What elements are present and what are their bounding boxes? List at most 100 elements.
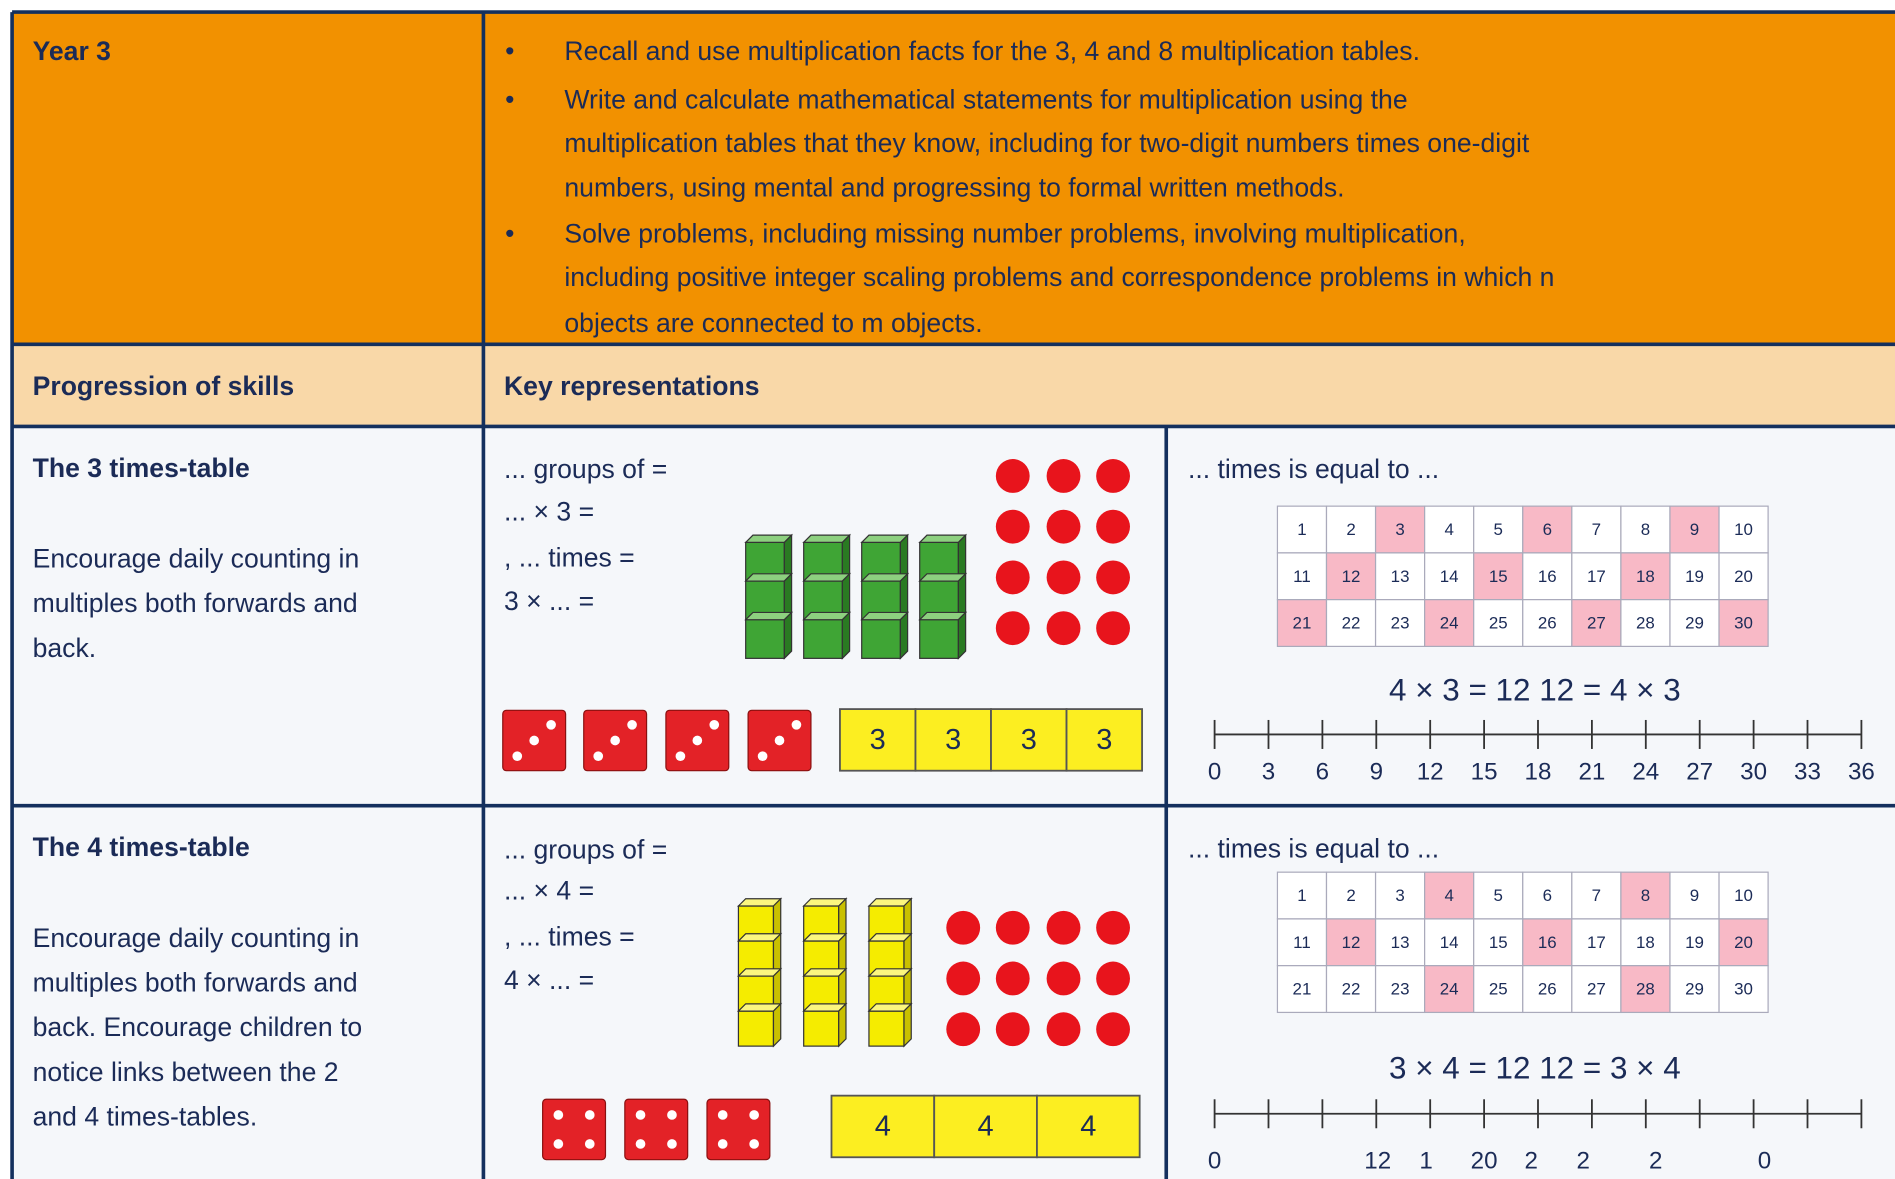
hundred-square-number: 8 <box>1641 520 1650 539</box>
die-pip <box>627 719 637 730</box>
hundred-square-cell <box>1620 599 1671 648</box>
hundred-square-cell <box>1325 599 1377 648</box>
die-pip <box>512 751 523 762</box>
number-line-label: 21 <box>1578 758 1605 785</box>
number-line-label: 30 <box>1740 758 1767 785</box>
hundred-square-number: 30 <box>1734 980 1753 999</box>
hundred-square-number: 14 <box>1440 567 1459 586</box>
cube-side <box>772 1002 782 1048</box>
hundred-square-number: 24 <box>1440 614 1459 633</box>
number-line-label: 1 <box>1419 1147 1432 1174</box>
bar-model-label: 3 <box>945 724 961 756</box>
hundred-square-number: 16 <box>1538 933 1557 952</box>
die-pip <box>717 1110 728 1120</box>
objective-line: Recall and use multiplication facts for … <box>564 36 1420 66</box>
hundred-square-number: 3 <box>1395 520 1404 539</box>
bar-model-label: 4 <box>1080 1110 1096 1142</box>
hundred-square-cell <box>1325 918 1377 967</box>
cube-face <box>745 619 785 659</box>
bar-model-cell <box>914 708 992 772</box>
number-line-label: 6 <box>1316 758 1329 785</box>
hundred-square-cell <box>1620 918 1671 967</box>
die-pip <box>610 735 620 746</box>
hundred-square-cell <box>1571 599 1622 648</box>
hundred-square-number: 26 <box>1538 614 1557 633</box>
number-line-label: 12 <box>1417 758 1444 785</box>
hundred-square-number: 19 <box>1685 933 1704 952</box>
counter <box>995 611 1030 646</box>
hundred-square-number: 5 <box>1494 886 1503 905</box>
hundred-square-number: 29 <box>1685 980 1704 999</box>
prompt: ... groups of = <box>504 454 667 484</box>
counter <box>1096 1012 1130 1047</box>
hundred-square-cell <box>1571 552 1622 601</box>
cube-side <box>783 610 793 660</box>
number-line-label: 0 <box>1208 758 1221 785</box>
hundred-square-cell <box>1620 552 1671 601</box>
hundred-square-number: 4 <box>1444 520 1453 539</box>
hundred-square-number: 11 <box>1293 933 1311 952</box>
die-pip <box>635 1110 646 1120</box>
hundred-square-number: 20 <box>1734 933 1753 952</box>
hundred-square-cell <box>1473 918 1524 967</box>
die-pip <box>529 735 540 746</box>
hundred-square-cell <box>1669 552 1720 601</box>
hundred-square-number: 10 <box>1734 886 1753 905</box>
objective-line: objects are connected to m objects. <box>564 308 982 338</box>
counter <box>1096 459 1130 493</box>
counter <box>1046 961 1081 996</box>
die-pip <box>749 1139 759 1149</box>
hundred-square-number: 18 <box>1636 567 1655 586</box>
bullet: • <box>505 36 514 66</box>
hundred-square-number: 15 <box>1489 933 1508 952</box>
year-row <box>12 12 1895 345</box>
number-line-label: 2 <box>1576 1147 1589 1174</box>
hundred-square-number: 6 <box>1543 886 1552 905</box>
hundred-square-number: 29 <box>1685 614 1704 633</box>
objective-line: multiplication tables that they know, in… <box>564 128 1530 158</box>
hundred-square-number: 28 <box>1636 980 1655 999</box>
bar-model-label: 3 <box>870 724 886 756</box>
hundred-square-number: 25 <box>1489 614 1508 633</box>
number-line-label: 0 <box>1208 1147 1221 1174</box>
number-line-label: 15 <box>1471 758 1498 785</box>
hundred-square-number: 17 <box>1587 567 1606 586</box>
die-pip <box>675 751 686 762</box>
bar-model-label: 3 <box>1096 724 1112 756</box>
hundred-square-number: 28 <box>1636 614 1655 633</box>
hundred-square-cell <box>1522 505 1573 554</box>
hundred-square-number: 11 <box>1293 567 1311 586</box>
die-pip <box>791 719 802 730</box>
subheader-row <box>12 344 1895 427</box>
die-pip <box>717 1139 728 1149</box>
section-description: back. Encourage children to <box>33 1012 363 1042</box>
hundred-square-number: 16 <box>1538 567 1557 586</box>
hundred-square-cell <box>1718 871 1769 920</box>
hundred-square-cell <box>1718 918 1769 967</box>
number-line-label: 36 <box>1848 758 1875 785</box>
cube-side <box>899 610 909 660</box>
cube-face <box>919 619 959 659</box>
section-title: The 4 times-table <box>33 832 250 862</box>
hundred-square-number: 26 <box>1538 980 1557 999</box>
die-pip <box>553 1139 564 1149</box>
hundred-square-number: 23 <box>1391 614 1410 633</box>
counter <box>1096 509 1130 544</box>
hundred-square-cell <box>1473 599 1524 648</box>
number-line-label: 2 <box>1649 1147 1662 1174</box>
hundred-square-number: 9 <box>1690 886 1699 905</box>
number-line-label: 3 <box>1262 758 1275 785</box>
section-description: multiples both forwards and <box>33 968 358 998</box>
number-line-label: 27 <box>1686 758 1713 785</box>
hundred-square-cell <box>1718 599 1769 648</box>
hundred-square-number: 6 <box>1543 520 1552 539</box>
die-pip <box>774 735 785 746</box>
hundred-square-number: 18 <box>1636 933 1655 952</box>
counter <box>995 509 1030 544</box>
hundred-square-cell <box>1522 965 1573 1014</box>
counter <box>1096 611 1130 646</box>
bar-model-cell <box>839 708 917 772</box>
bar-model-label: 4 <box>978 1110 994 1142</box>
hundred-square-number: 1 <box>1297 886 1306 905</box>
counter <box>1096 560 1130 595</box>
